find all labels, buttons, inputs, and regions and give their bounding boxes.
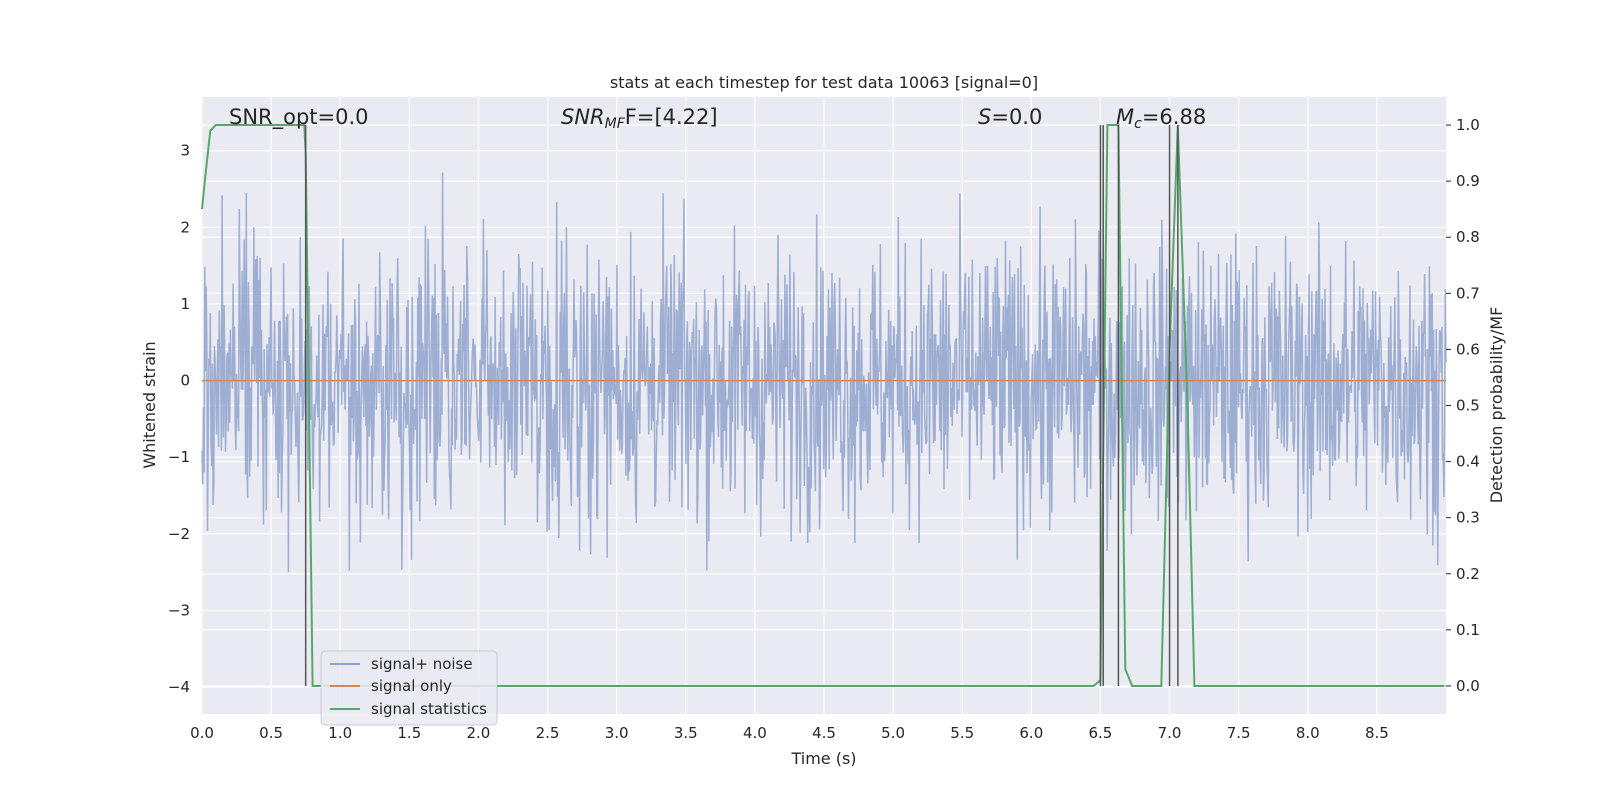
y-left-tick-label: −1 (168, 448, 190, 466)
y-right-tick-label: 0.4 (1456, 453, 1480, 471)
x-tick-label: 7.0 (1158, 724, 1182, 742)
y-right-tick-label: 0.9 (1456, 172, 1480, 190)
y-left-tick-label: −2 (168, 525, 190, 543)
x-axis-label: Time (s) (790, 749, 856, 768)
y-left-tick-label: 0 (180, 372, 190, 390)
x-tick-label: 8.5 (1365, 724, 1389, 742)
legend-label-stats: signal statistics (371, 700, 487, 718)
y-left-tick-label: 3 (180, 142, 190, 160)
y-left-tick-label: −3 (168, 602, 190, 620)
annotation-snr-opt: SNR_opt=0.0 (229, 105, 369, 130)
annotation-s: S=0.0 (978, 105, 1042, 129)
x-tick-label: 4.5 (812, 724, 836, 742)
x-tick-label: 1.5 (397, 724, 421, 742)
y-left-tick-label: −4 (168, 678, 190, 696)
x-tick-label: 8.0 (1296, 724, 1320, 742)
x-tick-label: 2.0 (467, 724, 491, 742)
y-right-tick-label: 0.1 (1456, 621, 1480, 639)
x-tick-label: 1.0 (328, 724, 352, 742)
annotation-mc: Mc=6.88 (1116, 105, 1206, 132)
y-axis-left-label: Whitened strain (140, 341, 159, 468)
x-tick-label: 7.5 (1227, 724, 1251, 742)
y-right-tick-label: 0.5 (1456, 397, 1480, 415)
y-axis-right-ticks: 1.0 0.9 0.8 0.7 0.6 0.5 0.4 0.3 0.2 0.1 0.0 (1446, 116, 1480, 695)
x-tick-label: 6.0 (1019, 724, 1043, 742)
x-tick-label: 5.0 (881, 724, 905, 742)
y-left-tick-label: 1 (180, 295, 190, 313)
series-signal-noise-line (201, 172, 1447, 573)
x-tick-label: 2.5 (536, 724, 560, 742)
y-axis-left-ticks: 3 2 1 0 −1 −2 −3 −4 (168, 142, 190, 697)
legend-label-signal: signal only (371, 677, 452, 695)
legend-box (320, 650, 498, 726)
y-right-tick-label: 0.3 (1456, 509, 1480, 527)
annotation-snr-mf: SNRMFF=[4.22] (561, 105, 718, 132)
x-tick-label: 0.0 (190, 724, 214, 742)
x-tick-label: 4.0 (743, 724, 767, 742)
vertical-markers (304, 125, 1179, 686)
y-right-tick-label: 1.0 (1456, 116, 1480, 134)
x-tick-label: 6.5 (1089, 724, 1113, 742)
y-right-tick-label: 0.0 (1456, 677, 1480, 695)
chart-title: stats at each timestep for test data 100… (610, 73, 1038, 92)
x-tick-label: 5.5 (950, 724, 974, 742)
x-tick-label: 3.0 (605, 724, 629, 742)
legend: signal+ noise signal only signal statist… (320, 650, 498, 726)
y-right-tick-label: 0.8 (1456, 228, 1480, 246)
x-tick-label: 3.5 (674, 724, 698, 742)
y-left-tick-label: 2 (180, 218, 190, 236)
x-tick-label: 0.5 (259, 724, 283, 742)
y-right-tick-label: 0.6 (1456, 340, 1480, 358)
y-right-tick-label: 0.7 (1456, 284, 1480, 302)
y-right-tick-label: 0.2 (1456, 565, 1480, 583)
noise-series (201, 172, 1447, 573)
y-axis-right-label: Detection probability/MF (1487, 307, 1506, 504)
legend-label-noise: signal+ noise (371, 655, 473, 673)
x-axis-ticks: 0.0 0.5 1.0 1.5 2.0 2.5 3.0 3.5 4.0 4.5 5.0 5.5 6.0 6… (190, 724, 1389, 742)
